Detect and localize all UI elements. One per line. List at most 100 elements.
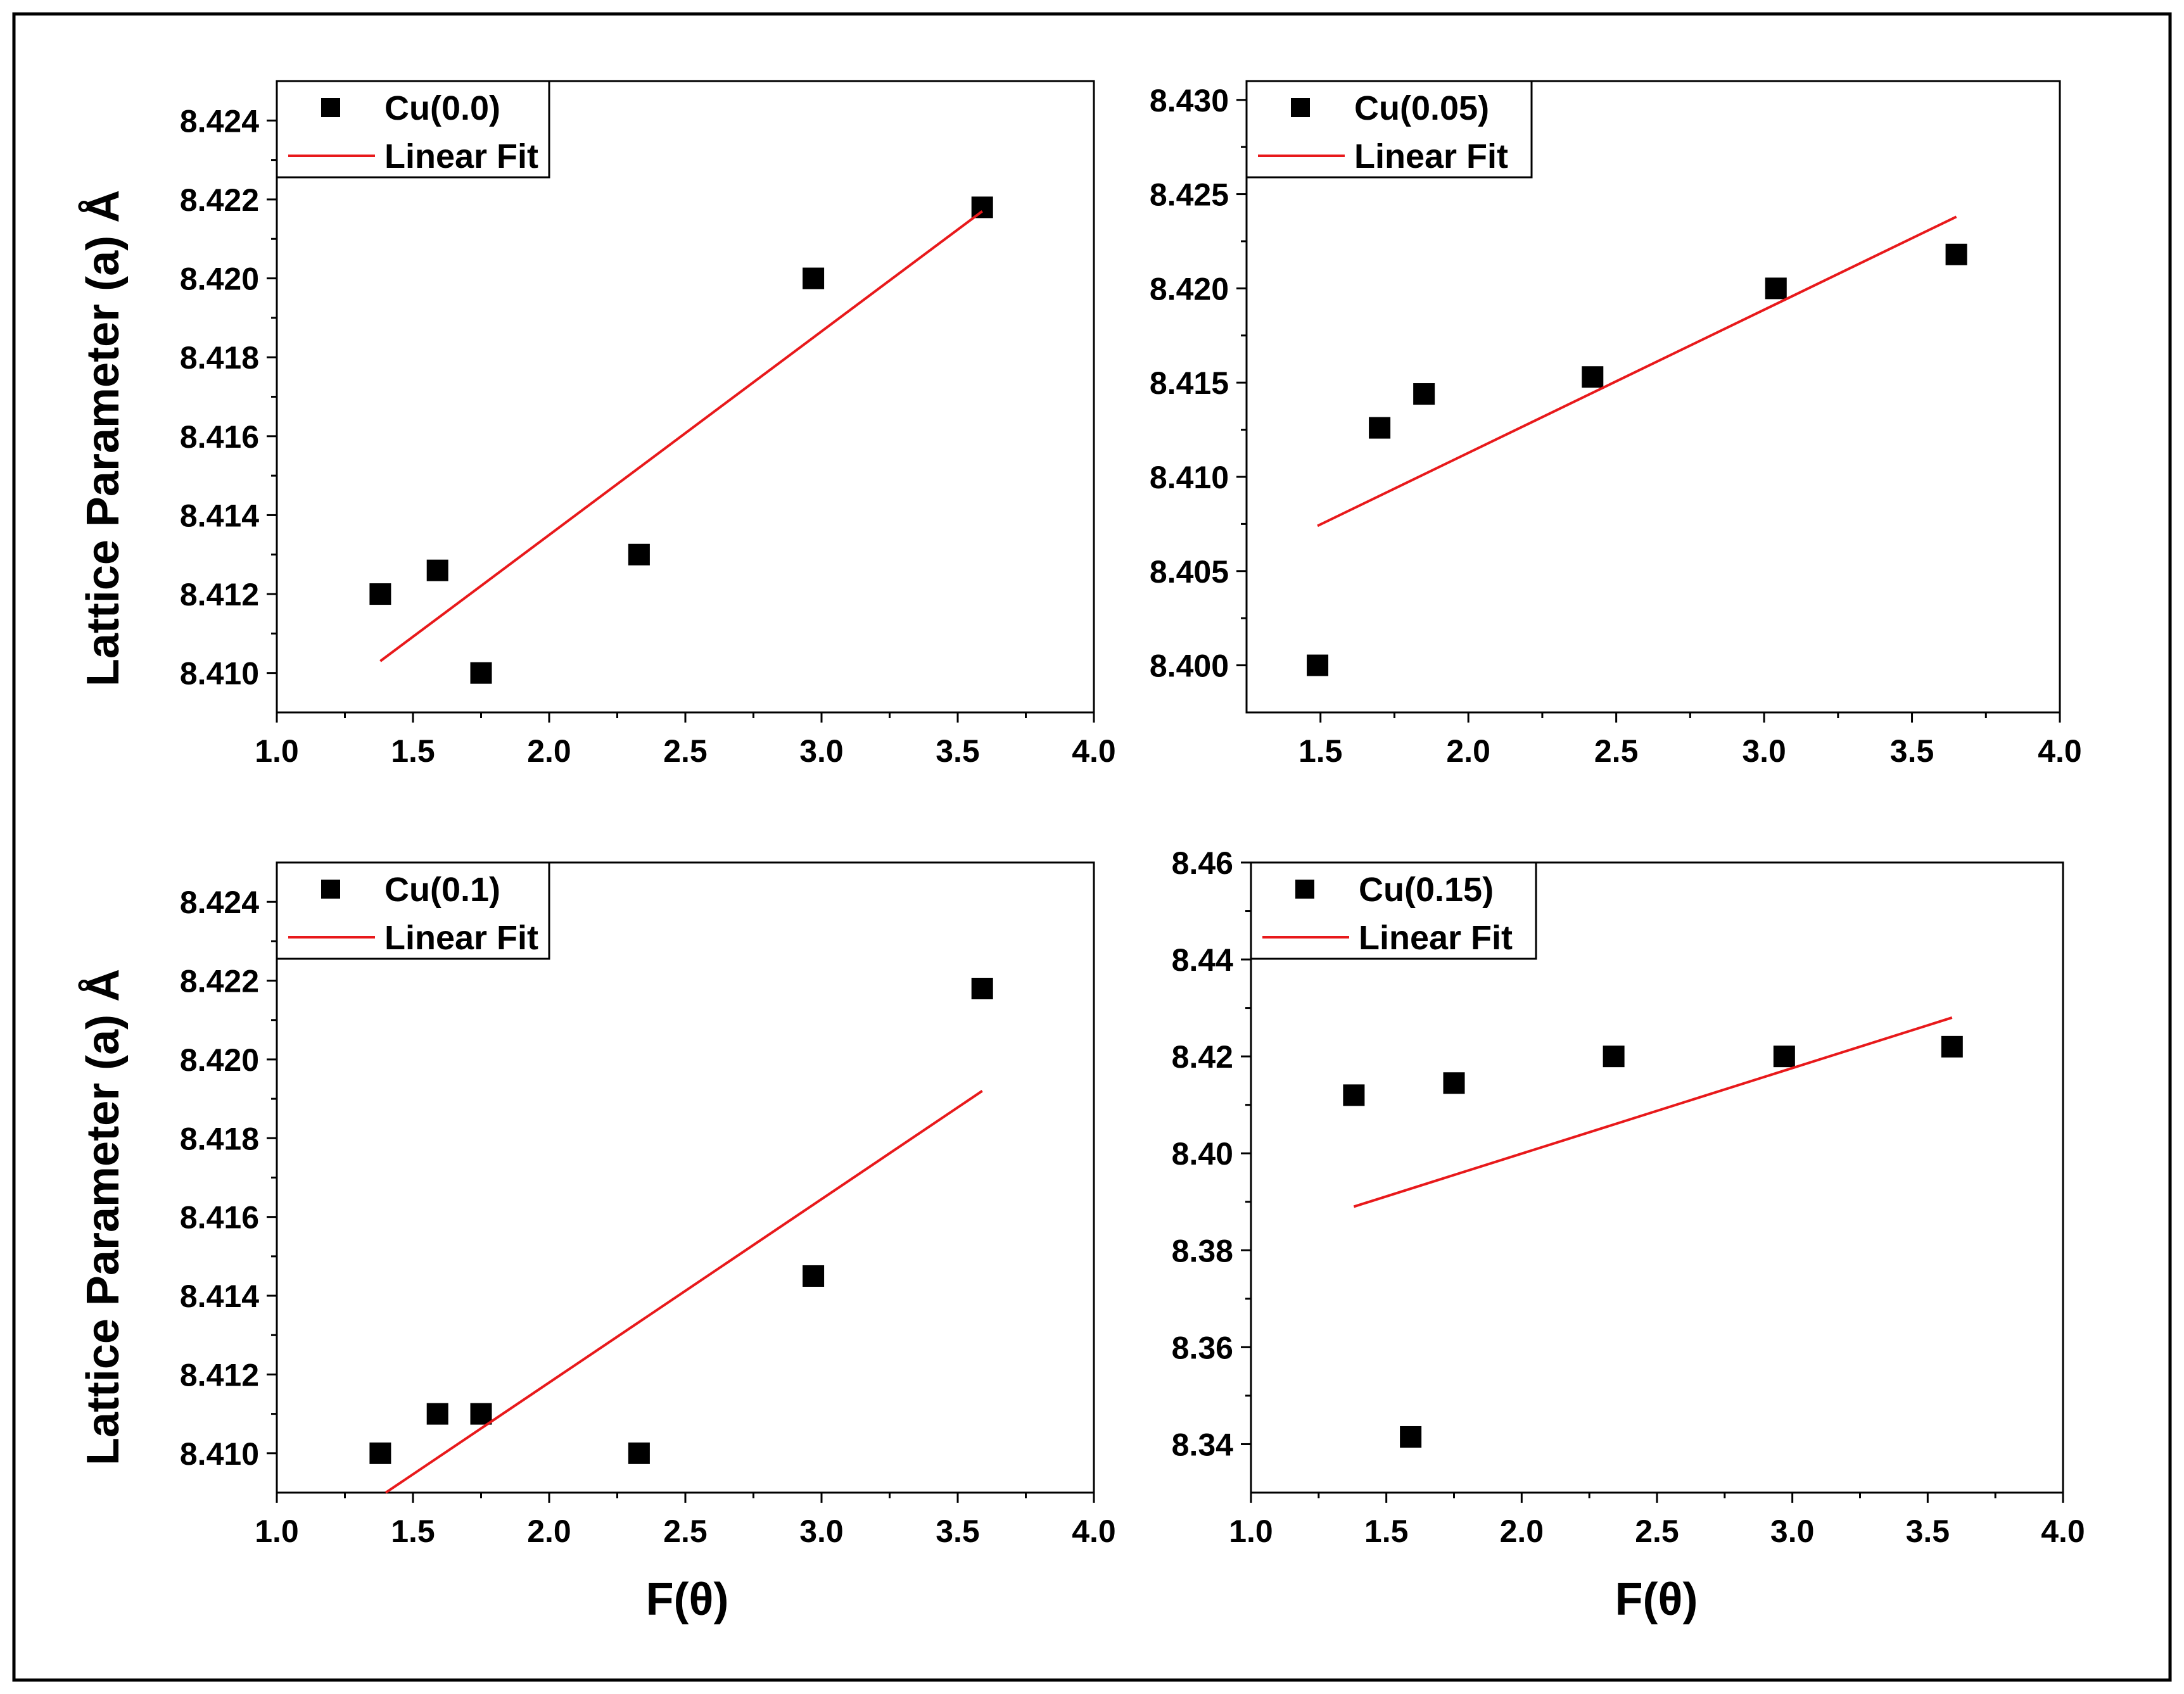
y-tick-label: 8.412 (180, 577, 259, 612)
y-tick-label: 8.405 (1150, 554, 1229, 590)
x-tick-label: 3.0 (799, 733, 844, 769)
legend-box (276, 80, 550, 179)
x-tick-label: 2.0 (1500, 1514, 1544, 1549)
x-tick-label: 1.0 (255, 1514, 299, 1549)
data-point (971, 196, 993, 218)
plot-area (276, 80, 1095, 714)
x-tick-label: 1.0 (255, 733, 299, 769)
x-axis-label-left: F(θ) (646, 1574, 729, 1625)
x-tick-label: 3.5 (1890, 733, 1934, 769)
y-tick-label: 8.40 (1172, 1136, 1233, 1172)
y-tick-label: 8.34 (1172, 1427, 1234, 1462)
y-tick-label: 8.430 (1150, 83, 1229, 118)
linear-fit-line (379, 210, 983, 662)
x-tick-label: 1.0 (1229, 1514, 1273, 1549)
data-point (369, 583, 391, 605)
x-tick-label: 2.0 (1446, 733, 1490, 769)
x-tick-label: 3.5 (936, 1514, 980, 1549)
legend-label: Linear Fit (384, 137, 538, 175)
x-tick-label: 3.0 (1770, 1514, 1815, 1549)
x-tick-label: 1.5 (391, 1514, 435, 1549)
data-point (628, 543, 650, 566)
y-tick-label: 8.420 (180, 1042, 259, 1078)
data-point (369, 1442, 391, 1464)
data-point (803, 267, 825, 289)
legend-label: Linear Fit (1354, 137, 1508, 175)
data-point (803, 1265, 825, 1287)
legend-box (276, 861, 550, 960)
y-tick-label: 8.414 (180, 1279, 259, 1314)
y-tick-label: 8.420 (180, 262, 259, 297)
x-tick-label: 2.5 (1635, 1514, 1679, 1549)
data-point (1582, 366, 1604, 388)
x-tick-label: 4.0 (1072, 1514, 1116, 1549)
y-tick-label: 8.422 (180, 182, 259, 218)
data-point (470, 1403, 492, 1425)
y-tick-label: 8.420 (1150, 271, 1229, 307)
x-tick-label: 3.5 (1906, 1514, 1950, 1549)
data-point (1765, 277, 1787, 300)
legend-label: Linear Fit (384, 919, 538, 957)
legend-marker-icon (321, 98, 340, 117)
data-point (1443, 1072, 1465, 1094)
x-tick-label: 4.0 (1072, 733, 1116, 769)
legend-label: Cu(0.1) (384, 871, 500, 909)
data-point (426, 1403, 448, 1425)
chart-panel-top-right: 1.5 2.0 2.5 3.0 3.5 4.0 8.400 8.405 8.410 8.415 8.… (1150, 80, 2082, 769)
y-tick-label: 8.416 (180, 1200, 259, 1236)
data-point (1369, 417, 1391, 439)
legend-box (1250, 861, 1537, 960)
chart-panel-bottom-left: 1.0 1.5 2.0 2.5 3.0 3.5 4.0 8.410 8.412 8.414 8.41… (180, 861, 1116, 1549)
legend-label: Cu(0.05) (1354, 89, 1489, 127)
y-tick-label: 8.418 (180, 340, 259, 376)
x-tick-label: 4.0 (2038, 733, 2082, 769)
data-point (628, 1442, 650, 1464)
x-tick-label: 3.0 (1742, 733, 1786, 769)
y-tick-label: 8.410 (1150, 460, 1229, 495)
chart-panels: 1.0 1.5 2.0 2.5 3.0 3.5 4.0 8.410 8.412 8.414 8.41… (180, 80, 2085, 1549)
plot-area (1250, 861, 2064, 1494)
legend: Cu(0.05) Linear Fit (1245, 80, 1533, 179)
y-tick-label: 8.422 (180, 964, 259, 999)
legend-marker-icon (1291, 98, 1310, 117)
y-tick-label: 8.42 (1172, 1039, 1233, 1075)
y-tick-label: 8.412 (180, 1357, 259, 1393)
x-tick-label: 3.5 (936, 733, 980, 769)
data-point (1603, 1046, 1625, 1068)
y-tick-label: 8.416 (180, 419, 259, 455)
x-tick-label: 1.5 (1364, 1514, 1409, 1549)
legend: Cu(0.15) Linear Fit (1250, 861, 1537, 960)
legend: Cu(0.1) Linear Fit (276, 861, 550, 960)
legend-label: Linear Fit (1359, 919, 1513, 957)
linear-fit-line (1317, 215, 1957, 528)
y-tick-label: 8.425 (1150, 177, 1229, 213)
y-tick-label: 8.400 (1150, 648, 1229, 684)
data-point (1413, 383, 1435, 405)
y-axis-label-bottom: Lattice Parameter (a) Å (78, 969, 129, 1465)
legend-box (1245, 80, 1533, 179)
y-tick-label: 8.46 (1172, 845, 1233, 881)
legend-marker-icon (1295, 880, 1314, 899)
plot-area (1245, 80, 2061, 714)
data-point (1945, 243, 1967, 265)
data-point (1941, 1035, 1963, 1058)
legend-label: Cu(0.0) (384, 89, 500, 127)
x-tick-label: 2.5 (663, 1514, 708, 1549)
data-point (426, 559, 448, 581)
x-tick-label: 2.0 (527, 733, 571, 769)
figure-border (12, 12, 2172, 1682)
y-tick-label: 8.424 (180, 885, 259, 920)
x-axis-label-right: F(θ) (1615, 1574, 1698, 1625)
data-point (1400, 1425, 1422, 1448)
data-point (1343, 1084, 1365, 1106)
y-tick-label: 8.414 (180, 498, 259, 533)
x-tick-label: 1.5 (1298, 733, 1343, 769)
x-tick-label: 2.5 (1594, 733, 1639, 769)
linear-fit-line (384, 1090, 983, 1494)
data-point (470, 662, 492, 684)
linear-fit-line (1353, 1016, 1953, 1208)
x-tick-label: 4.0 (2041, 1514, 2085, 1549)
y-tick-label: 8.424 (180, 103, 259, 139)
y-tick-label: 8.418 (180, 1121, 259, 1156)
x-tick-label: 3.0 (799, 1514, 844, 1549)
